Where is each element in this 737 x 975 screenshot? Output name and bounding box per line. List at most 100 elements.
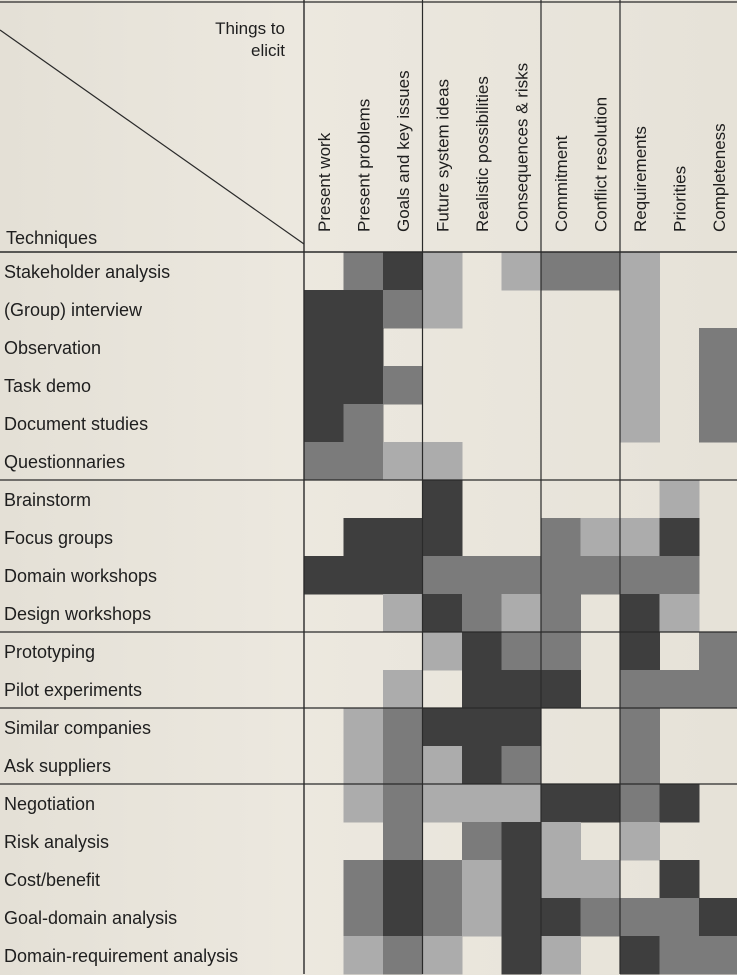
cell-r2-c8 <box>620 328 660 367</box>
row-label-8: Domain workshops <box>4 566 158 586</box>
cell-r13-c4 <box>462 746 502 785</box>
cell-r14-c2 <box>383 784 423 823</box>
cell-r18-c8 <box>620 936 660 975</box>
cell-r9-c8 <box>620 594 660 633</box>
row-label-14: Negotiation <box>4 794 96 814</box>
cell-r11-c9 <box>659 670 700 709</box>
corner-things-to-elicit: Things to elicit <box>195 18 285 62</box>
corner-things-line1: Things to <box>215 19 285 38</box>
cell-r16-c7 <box>580 860 621 899</box>
column-header-3: Future system ideas <box>433 79 452 232</box>
cell-r8-c9 <box>659 556 700 595</box>
cell-r18-c2 <box>383 936 423 975</box>
row-label-1: (Group) interview <box>4 300 143 320</box>
row-label-2: Observation <box>4 338 102 358</box>
cell-r5-c3 <box>422 442 463 481</box>
cell-r17-c10 <box>699 898 737 937</box>
cell-r13-c1 <box>343 746 384 785</box>
cell-r15-c2 <box>383 822 423 861</box>
cell-r0-c2 <box>383 252 423 291</box>
cell-r12-c1 <box>343 708 384 747</box>
cell-r15-c4 <box>462 822 502 861</box>
cell-r12-c2 <box>383 708 423 747</box>
cell-r6-c9 <box>659 480 700 519</box>
cell-r0-c7 <box>580 252 621 291</box>
cell-r16-c5 <box>501 860 542 899</box>
cell-r8-c5 <box>501 556 542 595</box>
cell-r4-c0 <box>304 404 344 443</box>
column-header-10: Completeness <box>710 123 729 232</box>
cell-r15-c5 <box>501 822 542 861</box>
row-label-17: Goal-domain analysis <box>4 908 178 928</box>
cell-r18-c6 <box>541 936 581 975</box>
cell-r12-c4 <box>462 708 502 747</box>
cell-r11-c5 <box>501 670 542 709</box>
cell-r3-c10 <box>699 366 737 405</box>
column-header-1: Present problems <box>354 99 373 232</box>
cell-r11-c8 <box>620 670 660 709</box>
cell-r15-c8 <box>620 822 660 861</box>
cell-r10-c6 <box>541 632 581 671</box>
column-header-8: Requirements <box>631 126 650 232</box>
row-label-13: Ask suppliers <box>4 756 112 776</box>
cell-r1-c0 <box>304 290 344 329</box>
cell-r7-c7 <box>580 518 621 557</box>
cell-r8-c2 <box>383 556 423 595</box>
cell-r9-c3 <box>422 594 463 633</box>
cell-r18-c3 <box>422 936 463 975</box>
column-header-5: Consequences & risks <box>512 63 531 232</box>
row-label-16: Cost/benefit <box>4 870 101 890</box>
cell-r16-c1 <box>343 860 384 899</box>
cell-r7-c6 <box>541 518 581 557</box>
cell-r7-c8 <box>620 518 660 557</box>
cell-r5-c2 <box>383 442 423 481</box>
cell-r9-c9 <box>659 594 700 633</box>
column-header-2: Goals and key issues <box>394 70 413 232</box>
cell-r1-c8 <box>620 290 660 329</box>
cell-r13-c2 <box>383 746 423 785</box>
cell-r7-c1 <box>343 518 384 557</box>
cell-r14-c5 <box>501 784 542 823</box>
cell-r5-c1 <box>343 442 384 481</box>
cell-r4-c8 <box>620 404 660 443</box>
row-label-6: Brainstorm <box>4 490 92 510</box>
cell-r17-c5 <box>501 898 542 937</box>
row-label-9: Design workshops <box>4 604 152 624</box>
row-label-5: Questionnaries <box>4 452 126 472</box>
row-label-10: Prototyping <box>4 642 96 662</box>
cell-r8-c7 <box>580 556 621 595</box>
cell-r16-c9 <box>659 860 700 899</box>
cell-r0-c8 <box>620 252 660 291</box>
cell-r8-c6 <box>541 556 581 595</box>
cell-r17-c3 <box>422 898 463 937</box>
cell-r10-c8 <box>620 632 660 671</box>
cell-r10-c4 <box>462 632 502 671</box>
cell-r18-c9 <box>659 936 700 975</box>
cell-r3-c2 <box>383 366 423 405</box>
cell-r2-c1 <box>343 328 384 367</box>
cell-r1-c2 <box>383 290 423 329</box>
cell-r12-c8 <box>620 708 660 747</box>
cell-r10-c3 <box>422 632 463 671</box>
cell-r12-c5 <box>501 708 542 747</box>
cell-r6-c3 <box>422 480 463 519</box>
row-label-11: Pilot experiments <box>4 680 143 700</box>
row-label-7: Focus groups <box>4 528 114 548</box>
cell-r1-c3 <box>422 290 463 329</box>
cell-r9-c2 <box>383 594 423 633</box>
cell-r2-c0 <box>304 328 344 367</box>
cell-r16-c4 <box>462 860 502 899</box>
row-label-15: Risk analysis <box>4 832 110 852</box>
corner-things-line2: elicit <box>250 41 285 60</box>
column-header-7: Conflict resolution <box>591 97 610 232</box>
cell-r16-c3 <box>422 860 463 899</box>
cell-r17-c7 <box>580 898 621 937</box>
cell-r3-c0 <box>304 366 344 405</box>
cell-r7-c3 <box>422 518 463 557</box>
row-label-4: Document studies <box>4 414 149 434</box>
corner-diagonal-line <box>0 29 305 245</box>
cell-r13-c5 <box>501 746 542 785</box>
cell-r2-c10 <box>699 328 737 367</box>
cell-r18-c1 <box>343 936 384 975</box>
